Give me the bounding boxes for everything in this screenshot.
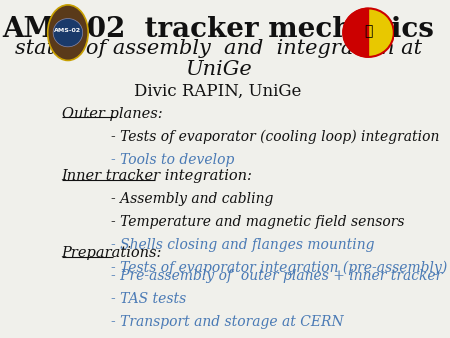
Text: Preparations:: Preparations: [62,246,162,260]
Text: UniGe: UniGe [184,59,252,79]
Text: AMS-02: AMS-02 [54,28,81,33]
Text: Inner tracker integration:: Inner tracker integration: [62,169,252,183]
Text: - Assembly and cabling: - Assembly and cabling [111,192,273,206]
Text: Divic RAPIN, UniGe: Divic RAPIN, UniGe [135,83,302,100]
Circle shape [343,8,394,57]
Text: status of assembly  and  integration at: status of assembly and integration at [14,40,422,58]
Text: - Shells closing and flanges mounting: - Shells closing and flanges mounting [111,238,374,252]
Text: - Transport and storage at CERN: - Transport and storage at CERN [111,315,343,329]
Text: - Tests of evaporator integration (pre-assembly): - Tests of evaporator integration (pre-a… [111,261,447,275]
Text: Outer planes:: Outer planes: [62,107,162,121]
Text: - Pre-assembly of  outer planes + inner tracker: - Pre-assembly of outer planes + inner t… [111,269,442,283]
Text: - Tools to develop: - Tools to develop [111,152,234,167]
Text: 🦅: 🦅 [364,25,373,39]
Text: - Temperature and magnetic field sensors: - Temperature and magnetic field sensors [111,215,404,229]
Polygon shape [343,8,369,57]
Text: - Tests of evaporator (cooling loop) integration: - Tests of evaporator (cooling loop) int… [111,129,439,144]
Circle shape [53,19,83,47]
Text: AMS-02  tracker mechanics: AMS-02 tracker mechanics [2,16,434,43]
Ellipse shape [48,5,88,61]
Text: - TAS tests: - TAS tests [111,292,186,306]
